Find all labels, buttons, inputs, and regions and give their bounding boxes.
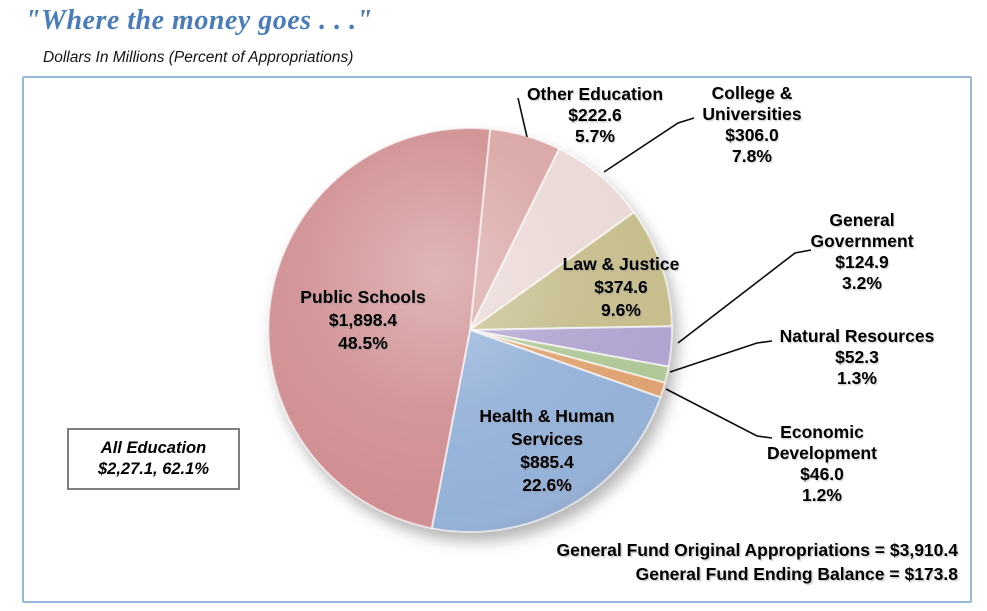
pie-label-line: Services — [510, 429, 583, 449]
pie-label-line: Health & Human — [479, 406, 615, 426]
pie-label-line: $46.0 — [800, 464, 844, 484]
pie-label-line: Universities — [702, 104, 802, 124]
pie-label-line: College & — [711, 83, 793, 103]
pie-label-line: Law & Justice — [562, 254, 680, 274]
chart-title: "Where the money goes . . ." — [25, 5, 373, 36]
leader-lines-group — [517, 97, 812, 439]
pie-label-general-government: General Government $124.9 3.2% — [810, 210, 913, 294]
pie-label-line: 48.5% — [338, 333, 388, 353]
pie-label-line: $1,898.4 — [328, 310, 398, 330]
pie-label-line: $52.3 — [835, 347, 879, 367]
general-fund-ending-balance-text: General Fund Ending Balance = $173.8 — [635, 564, 958, 584]
pie-label-public-schools: Public Schools $1,898.4 48.5% — [300, 286, 425, 355]
pie-label-line: 5.7% — [575, 126, 615, 146]
pie-label-college-universities: College & Universities $306.0 7.8% — [702, 83, 801, 167]
pie-label-line: 9.6% — [601, 300, 641, 320]
pie-label-line: General — [829, 210, 895, 230]
pie-label-line: $124.9 — [835, 252, 889, 272]
all-education-label: All Education — [100, 439, 207, 457]
pie-label-line: 3.2% — [842, 273, 882, 293]
pie-label-line: Government — [810, 231, 914, 251]
pie-label-health-human-services: Health & Human Services $885.4 22.6% — [479, 405, 614, 497]
pie-label-line: $374.6 — [594, 277, 648, 297]
pie-label-economic-development: Economic Development $46.0 1.2% — [767, 422, 877, 506]
pie-label-line: Economic — [780, 422, 864, 442]
chart-subtitle: Dollars In Millions (Percent of Appropri… — [43, 49, 354, 66]
pie-label-other-education: Other Education $222.6 5.7% — [527, 84, 663, 147]
pie-label-line: 1.2% — [802, 485, 842, 505]
leader-line-natural-resources — [669, 340, 773, 373]
pie-label-line: Development — [767, 443, 877, 463]
pie-label-line: Natural Resources — [779, 326, 935, 346]
leader-line-college-universities — [603, 117, 695, 173]
pie-label-law-justice: Law & Justice $374.6 9.6% — [563, 253, 680, 322]
general-fund-summary: General Fund Original Appropriations = $… — [557, 538, 958, 586]
pie-label-line: 22.6% — [522, 475, 572, 495]
pie-label-natural-resources: Natural Resources $52.3 1.3% — [780, 326, 935, 389]
leader-line-general-government — [677, 249, 812, 344]
pie-label-line: $222.6 — [568, 105, 622, 125]
leader-line-economic-development — [665, 388, 773, 439]
pie-label-line: 1.3% — [837, 368, 877, 388]
pie-label-line: $306.0 — [725, 125, 779, 145]
general-fund-appropriations-text: General Fund Original Appropriations = $… — [556, 540, 958, 560]
pie-label-line: 7.8% — [732, 146, 772, 166]
pie-label-line: Other Education — [526, 84, 664, 104]
all-education-value: $2,27.1, 62.1% — [97, 460, 209, 478]
pie-label-line: $885.4 — [520, 452, 574, 472]
pie-label-line: Public Schools — [300, 287, 426, 307]
all-education-annotation-box: All Education $2,27.1, 62.1% — [67, 428, 240, 490]
leader-line-other-education — [517, 97, 528, 138]
